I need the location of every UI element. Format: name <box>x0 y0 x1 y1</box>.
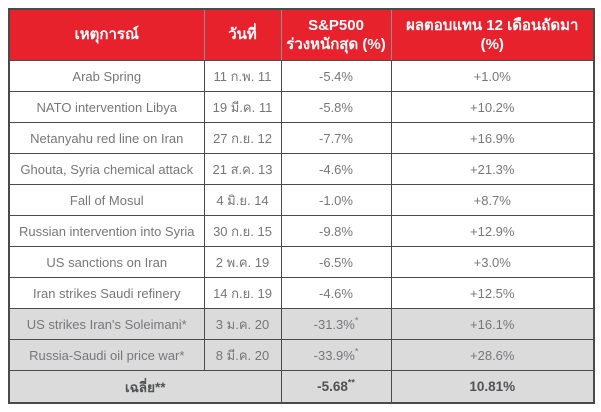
date-cell: 19 มี.ค. 11 <box>203 91 282 123</box>
date-cell: 3 ม.ค. 20 <box>203 308 282 340</box>
table-row: NATO intervention Libya 19 มี.ค. 11 -5.8… <box>8 91 595 123</box>
event-cell: Russia-Saudi oil price war* <box>8 339 205 371</box>
drop-value: -31.3% <box>313 316 355 332</box>
return-cell: +3.0% <box>390 246 595 278</box>
col-header-return: ผลตอบแทน 12 เดือนถัดมา (%) <box>390 8 595 61</box>
table-row: Fall of Mosul 4 มิ.ย. 14 -1.0% +8.7% <box>8 184 595 216</box>
col-header-drop-line2: ร่วงหนักสุด (%) <box>286 36 386 53</box>
table-header: เหตุการณ์ วันที่ S&P500 ร่วงหนักสุด (%) … <box>8 8 595 61</box>
table-row: US sanctions on Iran 2 พ.ค. 19 -6.5% +3.… <box>8 246 595 278</box>
drop-cell: -5.4% <box>280 60 392 92</box>
return-cell: +8.7% <box>390 184 595 216</box>
return-cell: +21.3% <box>390 153 595 185</box>
event-cell: US strikes Iran's Soleimani* <box>8 308 205 340</box>
drop-value: -5.8% <box>319 99 353 115</box>
table-row: Ghouta, Syria chemical attack 21 ส.ค. 13… <box>8 153 595 185</box>
date-cell: 27 ก.ย. 12 <box>203 122 282 154</box>
date-cell: 4 มิ.ย. 14 <box>203 184 282 216</box>
drop-value: -1.0% <box>319 192 353 208</box>
return-cell: +12.5% <box>390 277 595 309</box>
drop-value: -6.5% <box>319 254 353 270</box>
average-row: เฉลี่ย** -5.68** 10.81% <box>8 370 595 404</box>
col-header-event: เหตุการณ์ <box>8 8 205 61</box>
average-label-cell: เฉลี่ย** <box>8 370 282 404</box>
return-cell: +28.6% <box>390 339 595 371</box>
drop-value: -5.68 <box>317 379 348 394</box>
table-row-highlighted: US strikes Iran's Soleimani* 3 ม.ค. 20 -… <box>8 308 595 340</box>
date-cell: 8 มี.ค. 20 <box>203 339 282 371</box>
return-cell: +10.2% <box>390 91 595 123</box>
drop-cell: -6.5% <box>280 246 392 278</box>
date-cell: 30 ก.ย. 15 <box>203 215 282 247</box>
event-cell: Netanyahu red line on Iran <box>8 122 205 154</box>
drop-cell: -5.8% <box>280 91 392 123</box>
average-return-cell: 10.81% <box>390 370 595 404</box>
table-row-highlighted: Russia-Saudi oil price war* 8 มี.ค. 20 -… <box>8 339 595 371</box>
drop-cell: -4.6% <box>280 277 392 309</box>
table-row: Netanyahu red line on Iran 27 ก.ย. 12 -7… <box>8 122 595 154</box>
drop-value: -7.7% <box>319 130 353 146</box>
return-cell: +16.9% <box>390 122 595 154</box>
drop-cell: -9.8% <box>280 215 392 247</box>
drop-value: -9.8% <box>319 223 353 239</box>
drop-value: -4.6% <box>319 285 353 301</box>
footnote-marker: * <box>354 346 359 357</box>
col-header-drop: S&P500 ร่วงหนักสุด (%) <box>280 8 392 61</box>
date-cell: 14 ก.ย. 19 <box>203 277 282 309</box>
drop-cell: -7.7% <box>280 122 392 154</box>
drop-cell: -4.6% <box>280 153 392 185</box>
col-header-drop-line1: S&P500 <box>308 16 364 34</box>
table-row: Iran strikes Saudi refinery 14 ก.ย. 19 -… <box>8 277 595 309</box>
event-cell: Arab Spring <box>8 60 205 92</box>
table-body: Arab Spring 11 ก.พ. 11 -5.4% +1.0% NATO … <box>8 60 595 404</box>
return-cell: +12.9% <box>390 215 595 247</box>
event-cell: Fall of Mosul <box>8 184 205 216</box>
col-header-date: วันที่ <box>203 8 282 61</box>
event-cell: Ghouta, Syria chemical attack <box>8 153 205 185</box>
average-drop-cell: -5.68** <box>280 370 392 404</box>
event-cell: Iran strikes Saudi refinery <box>8 277 205 309</box>
event-cell: NATO intervention Libya <box>8 91 205 123</box>
table-row: Russian intervention into Syria 30 ก.ย. … <box>8 215 595 247</box>
drop-value: -33.9% <box>313 347 355 363</box>
drop-value: -5.4% <box>319 68 353 84</box>
date-cell: 11 ก.พ. 11 <box>203 60 282 92</box>
event-cell: US sanctions on Iran <box>8 246 205 278</box>
date-cell: 21 ส.ค. 13 <box>203 153 282 185</box>
drop-cell: -33.9%* <box>280 339 392 371</box>
sp500-events-table: เหตุการณ์ วันที่ S&P500 ร่วงหนักสุด (%) … <box>8 8 595 404</box>
event-cell: Russian intervention into Syria <box>8 215 205 247</box>
table-row: Arab Spring 11 ก.พ. 11 -5.4% +1.0% <box>8 60 595 92</box>
drop-value: -4.6% <box>319 161 353 177</box>
drop-cell: -31.3%* <box>280 308 392 340</box>
return-cell: +16.1% <box>390 308 595 340</box>
drop-cell: -1.0% <box>280 184 392 216</box>
return-cell: +1.0% <box>390 60 595 92</box>
footnote-marker: ** <box>347 377 355 388</box>
date-cell: 2 พ.ค. 19 <box>203 246 282 278</box>
header-row: เหตุการณ์ วันที่ S&P500 ร่วงหนักสุด (%) … <box>8 8 595 61</box>
footnote-marker: * <box>354 315 359 326</box>
